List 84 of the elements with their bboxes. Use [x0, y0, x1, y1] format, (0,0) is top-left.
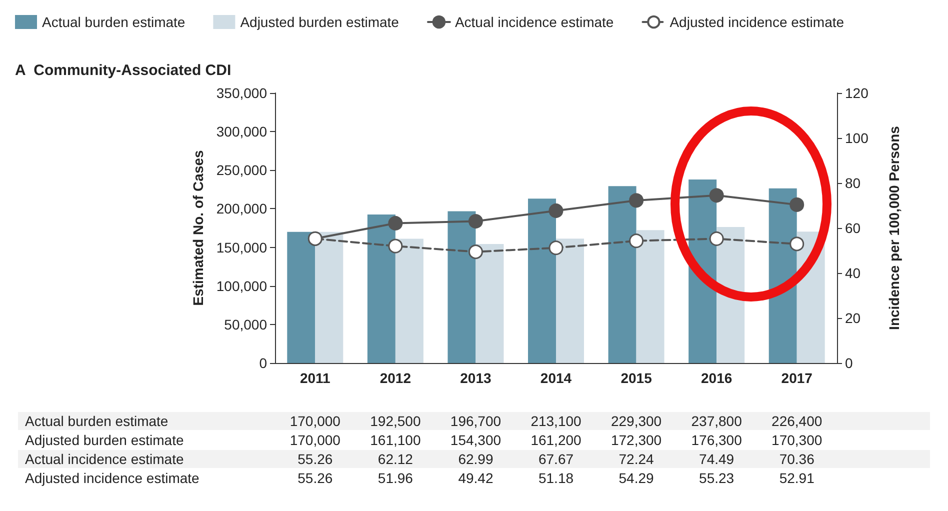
- data-label: 172,300: [610, 432, 662, 448]
- x-tick-label: 2013: [460, 370, 492, 386]
- point: [388, 238, 403, 254]
- point: [548, 203, 564, 218]
- data-label: 54.29: [618, 470, 654, 486]
- y-axis-title: Estimated No. of Cases: [190, 150, 206, 306]
- y-tick-label: 350,000: [216, 85, 268, 101]
- y2-tick-label: 20: [845, 310, 861, 326]
- text: Adjusted burden estimate: [25, 432, 184, 448]
- bar: [287, 232, 316, 363]
- data-label: 62.12: [378, 451, 414, 467]
- point: [468, 244, 483, 260]
- point: [548, 240, 564, 256]
- y2-axis-title: Incidence per 100,000 Persons: [886, 126, 902, 330]
- bar: [608, 186, 636, 363]
- bar: [395, 238, 424, 363]
- data-label: 170,300: [772, 432, 822, 448]
- data-label: 51.96: [378, 470, 414, 486]
- data-label: 55.26: [298, 470, 333, 486]
- y2-tick-label: 120: [845, 85, 869, 101]
- x-tick-label: 2017: [781, 370, 813, 386]
- data-label: 161,200: [530, 432, 582, 448]
- data-label: 176,300: [691, 432, 742, 448]
- data-label: 55.23: [699, 470, 734, 486]
- data-label: 196,700: [450, 413, 502, 429]
- text: Adjusted incidence estimate: [25, 470, 200, 486]
- data-label: 72.24: [618, 451, 654, 467]
- data-label: 49.42: [458, 470, 494, 486]
- bar: [367, 214, 396, 363]
- point: [790, 236, 804, 252]
- point: [709, 188, 724, 203]
- y-tick-label: 0: [259, 355, 268, 371]
- x-tick-label: 2014: [540, 370, 572, 386]
- data-label: 237,800: [691, 413, 742, 429]
- text: A Community-Associated CDI: [15, 62, 232, 79]
- y2-tick-label: 0: [845, 355, 853, 371]
- bar: [476, 244, 504, 363]
- data-label: 192,500: [370, 413, 421, 429]
- data-label: 226,400: [772, 413, 822, 429]
- data-label: 70.36: [779, 451, 815, 467]
- data-label: 229,300: [610, 413, 662, 429]
- bar: [716, 226, 745, 363]
- data-label: 74.49: [699, 451, 734, 467]
- data-label: 62.99: [458, 451, 494, 467]
- x-tick-label: 2016: [700, 370, 732, 386]
- data-label: 170,000: [290, 413, 341, 429]
- data-label: 52.91: [779, 470, 815, 486]
- data-label: 51.18: [538, 470, 574, 486]
- data-label: 154,300: [450, 432, 502, 448]
- point: [629, 193, 644, 208]
- text: Actual burden estimate: [25, 413, 168, 429]
- bar: [556, 238, 584, 363]
- y-tick-label: 300,000: [216, 124, 268, 140]
- data-label: 67.67: [538, 451, 574, 467]
- bar: [528, 198, 556, 363]
- bar: [315, 232, 344, 363]
- point: [790, 197, 804, 212]
- data-label: 213,100: [530, 413, 582, 429]
- y2-tick-label: 40: [845, 265, 861, 281]
- legend-label: Actual burden estimate: [42, 14, 186, 30]
- y-tick-label: 250,000: [216, 162, 268, 178]
- bar: [636, 230, 664, 363]
- data-label: 161,100: [370, 432, 421, 448]
- y-tick-label: 100,000: [216, 278, 268, 294]
- legend-label: Adjusted incidence estimate: [670, 14, 844, 30]
- x-tick-label: 2015: [620, 370, 652, 386]
- y2-tick-label: 80: [845, 175, 861, 191]
- point: [468, 214, 483, 229]
- y2-tick-label: 100: [845, 130, 869, 146]
- bar: [448, 211, 476, 363]
- legend-label: Adjusted burden estimate: [240, 14, 400, 30]
- y-tick-label: 50,000: [224, 316, 268, 332]
- point: [388, 216, 403, 230]
- point: [709, 231, 724, 246]
- data-label: 170,000: [290, 432, 341, 448]
- point: [629, 234, 644, 248]
- x-tick-label: 2012: [380, 370, 412, 386]
- text: Actual incidence estimate: [25, 451, 184, 467]
- legend-label: Actual incidence estimate: [454, 14, 614, 30]
- y-tick-label: 150,000: [216, 239, 268, 256]
- data-label: 55.26: [298, 451, 333, 467]
- y2-tick-label: 60: [845, 220, 861, 236]
- y-tick-label: 200,000: [216, 200, 268, 217]
- x-tick-label: 2011: [300, 370, 331, 386]
